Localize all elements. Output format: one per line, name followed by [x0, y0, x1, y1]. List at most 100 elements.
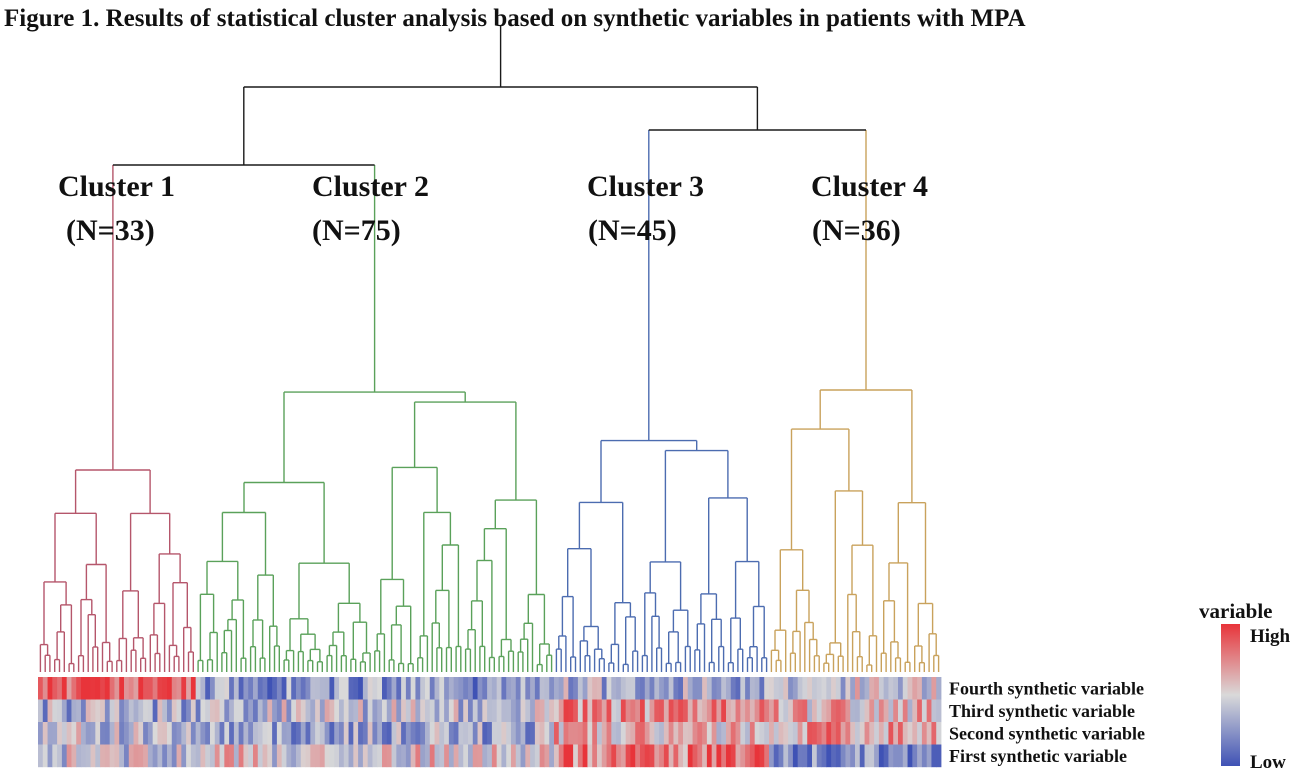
heatmap-cell	[907, 722, 913, 745]
heatmap-cell	[171, 699, 177, 723]
heatmap-cell	[396, 699, 402, 723]
heatmap-cell	[726, 744, 732, 768]
heatmap-cell	[367, 699, 373, 723]
heatmap-cell	[472, 744, 478, 768]
heatmap-cell	[334, 699, 340, 723]
heatmap-cell	[888, 699, 894, 723]
heatmap-cell	[119, 677, 125, 700]
heatmap-cell	[362, 677, 369, 700]
heatmap-cell	[267, 722, 273, 745]
heatmap-cell	[625, 699, 631, 723]
heatmap-cell	[764, 677, 770, 700]
heatmap-cell	[272, 699, 278, 723]
heatmap-cell	[425, 744, 431, 768]
heatmap-cell	[281, 699, 287, 723]
heatmap-cell	[482, 699, 488, 723]
heatmap-cell	[248, 722, 254, 745]
heatmap-cell	[224, 744, 230, 768]
heatmap-cell	[878, 722, 885, 745]
heatmap-cell	[697, 677, 703, 700]
heatmap-cell	[931, 699, 937, 723]
heatmap-cell	[281, 744, 287, 768]
heatmap-cell	[315, 677, 321, 700]
heatmap-cell	[190, 677, 197, 700]
heatmap-cell	[898, 744, 904, 768]
heatmap-cell	[210, 677, 216, 700]
heatmap-cell	[554, 744, 560, 768]
heatmap-cell	[401, 699, 407, 723]
heatmap-cell	[61, 744, 68, 768]
heatmap-cell	[386, 677, 392, 700]
heatmap-cell	[754, 722, 760, 745]
heatmap-cell	[348, 677, 354, 700]
heatmap-cell	[124, 699, 130, 723]
heatmap-cell	[539, 677, 545, 700]
heatmap-cell	[845, 722, 851, 745]
heatmap-cell	[515, 677, 521, 700]
heatmap-cell	[549, 699, 555, 723]
heatmap-cell	[434, 677, 440, 700]
heatmap-cell	[840, 744, 846, 768]
heatmap-cell	[769, 699, 775, 723]
heatmap-cell	[324, 699, 330, 723]
heatmap-cell	[114, 722, 120, 745]
heatmap-cell	[339, 744, 345, 768]
heatmap-cell	[429, 722, 435, 745]
heatmap-cell	[104, 677, 111, 700]
heatmap-cell	[71, 699, 77, 723]
heatmap-cell	[396, 677, 402, 700]
heatmap-cell	[563, 744, 569, 768]
heatmap-cell	[792, 677, 799, 700]
heatmap-cell	[104, 722, 111, 745]
heatmap-cell	[90, 699, 96, 723]
cluster-n-label: (N=36)	[812, 214, 901, 247]
heatmap-cell	[812, 744, 818, 768]
heatmap-cell	[807, 744, 813, 768]
heatmap-cell	[563, 677, 569, 700]
heatmap-cell	[792, 699, 799, 723]
heatmap-cell	[759, 744, 765, 768]
heatmap-cell	[205, 744, 211, 768]
heatmap-cell	[635, 722, 641, 745]
heatmap-cell	[912, 677, 918, 700]
heatmap-cell	[663, 699, 670, 723]
heatmap-cell	[845, 744, 851, 768]
heatmap-cell	[663, 744, 670, 768]
heatmap-cell	[764, 699, 770, 723]
heatmap-cell	[415, 699, 421, 723]
heatmap-cell	[855, 722, 861, 745]
heatmap-cell	[577, 677, 584, 700]
heatmap-cell	[167, 744, 173, 768]
heatmap-cell	[530, 722, 536, 745]
heatmap-cell	[587, 677, 593, 700]
heatmap-cell	[931, 744, 937, 768]
heatmap-cell	[257, 677, 263, 700]
heatmap-cell	[792, 744, 799, 768]
heatmap-cell	[138, 677, 144, 700]
legend-high-label: High	[1250, 626, 1291, 647]
heatmap-cell	[181, 699, 187, 723]
heatmap-cell	[587, 722, 593, 745]
heatmap-cell	[362, 722, 369, 745]
heatmap-cell	[109, 722, 115, 745]
heatmap-cell	[539, 699, 545, 723]
heatmap-cell	[797, 744, 803, 768]
heatmap-cell	[931, 722, 937, 745]
heatmap-cell	[649, 677, 655, 700]
heatmap-cell	[133, 722, 139, 745]
heatmap-cell	[620, 699, 627, 723]
heatmap-cell	[501, 699, 507, 723]
heatmap-cell	[128, 722, 134, 745]
heatmap-cell	[869, 744, 875, 768]
heatmap-cell	[692, 699, 698, 723]
heatmap-cell	[81, 677, 87, 700]
heatmap-cell	[205, 677, 211, 700]
heatmap-cell	[119, 744, 125, 768]
heatmap-cell	[219, 744, 225, 768]
heatmap-cell	[300, 744, 306, 768]
heatmap-cell	[468, 677, 474, 700]
heatmap-cell	[783, 744, 789, 768]
heatmap-cell	[893, 677, 899, 700]
heatmap-cell	[582, 699, 588, 723]
heatmap-cell	[114, 677, 120, 700]
